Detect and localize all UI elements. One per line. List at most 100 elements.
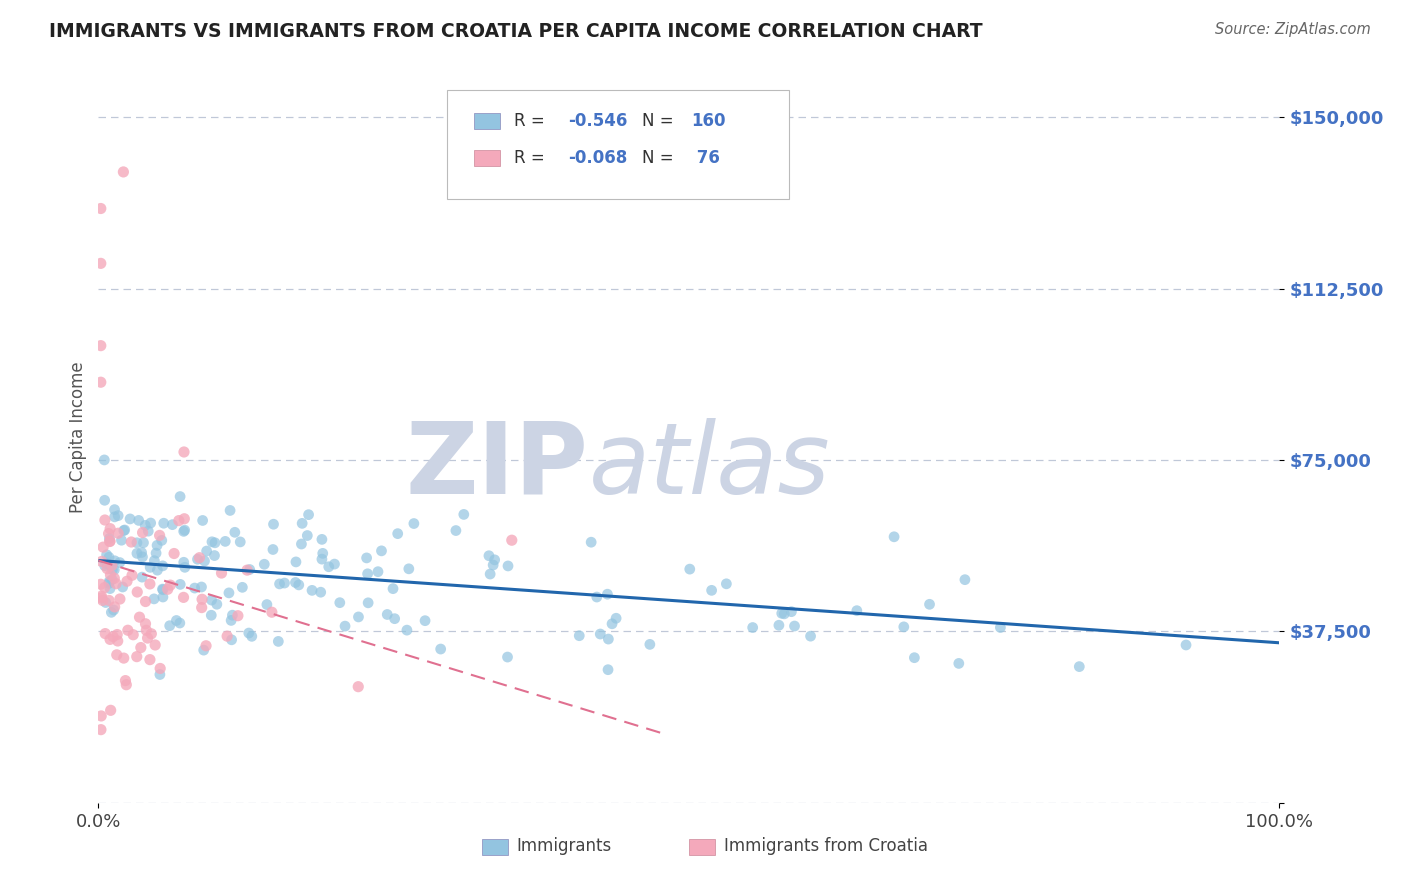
Point <box>679 562 702 576</box>
Point <box>918 597 941 611</box>
Point <box>217 629 239 643</box>
Point <box>453 508 475 522</box>
Point <box>103 563 125 577</box>
Point <box>893 620 915 634</box>
FancyBboxPatch shape <box>447 90 789 200</box>
Point <box>318 559 340 574</box>
Point <box>90 589 112 603</box>
Point <box>173 560 195 574</box>
Point <box>93 581 115 595</box>
Point <box>600 616 623 631</box>
Point <box>107 634 129 648</box>
Point <box>191 592 214 607</box>
Text: -0.068: -0.068 <box>568 149 627 167</box>
Point <box>585 590 607 604</box>
Point <box>114 523 136 537</box>
Point <box>201 534 224 549</box>
Point <box>188 550 211 565</box>
Point <box>596 587 619 601</box>
Point <box>90 554 112 568</box>
Point <box>186 552 208 566</box>
Point <box>98 593 121 607</box>
Point <box>101 563 124 577</box>
Point <box>191 513 214 527</box>
Point <box>226 608 249 623</box>
Point <box>127 585 149 599</box>
Point <box>218 586 240 600</box>
Point <box>159 618 181 632</box>
Point <box>101 558 124 573</box>
Point <box>169 490 191 504</box>
Point <box>136 631 159 645</box>
Point <box>173 523 195 537</box>
Point <box>125 649 148 664</box>
Point <box>214 534 236 549</box>
Point <box>93 493 115 508</box>
Point <box>238 626 260 640</box>
Point <box>90 709 112 723</box>
Point <box>638 637 661 651</box>
Point <box>357 596 380 610</box>
Point <box>135 594 157 608</box>
Text: Immigrants: Immigrants <box>516 837 612 855</box>
Point <box>236 563 259 577</box>
Point <box>845 604 868 618</box>
Point <box>103 603 125 617</box>
Point <box>143 638 166 652</box>
Point <box>398 562 420 576</box>
Point <box>90 723 112 737</box>
Point <box>200 593 222 607</box>
Point <box>93 453 115 467</box>
Point <box>605 611 627 625</box>
Point <box>105 627 128 641</box>
Point <box>145 546 167 560</box>
Point <box>152 590 174 604</box>
Point <box>903 650 925 665</box>
Point <box>183 581 205 595</box>
Point <box>195 544 218 558</box>
Point <box>402 516 425 531</box>
Point <box>107 526 129 541</box>
Point <box>131 549 153 564</box>
Point <box>204 536 226 550</box>
Point <box>167 514 190 528</box>
Point <box>990 620 1012 634</box>
Point <box>110 533 132 548</box>
Point <box>152 558 174 573</box>
Point <box>356 550 378 565</box>
Point <box>169 615 191 630</box>
Point <box>444 524 467 538</box>
Point <box>146 563 169 577</box>
Point <box>97 526 120 541</box>
Text: 76: 76 <box>692 149 720 167</box>
Point <box>204 549 226 563</box>
Point <box>496 558 519 573</box>
Point <box>98 522 121 536</box>
Point <box>263 517 285 532</box>
Point <box>375 607 398 622</box>
Point <box>146 538 169 552</box>
Point <box>98 534 121 549</box>
Point <box>224 525 246 540</box>
Text: N =: N = <box>641 149 679 167</box>
Point <box>387 526 409 541</box>
Point <box>103 502 125 516</box>
Point <box>104 599 127 614</box>
Point <box>129 640 152 655</box>
Point <box>98 534 121 549</box>
Point <box>94 626 117 640</box>
Point <box>384 612 406 626</box>
Point <box>288 578 311 592</box>
Point <box>273 576 295 591</box>
Point <box>413 614 436 628</box>
Point <box>596 663 619 677</box>
Bar <box>482 839 508 855</box>
Point <box>163 547 186 561</box>
Point <box>1069 659 1091 673</box>
Point <box>90 256 112 270</box>
Point <box>260 605 283 619</box>
Point <box>323 557 346 571</box>
Point <box>150 533 173 548</box>
Point <box>135 624 157 638</box>
Point <box>219 503 242 517</box>
